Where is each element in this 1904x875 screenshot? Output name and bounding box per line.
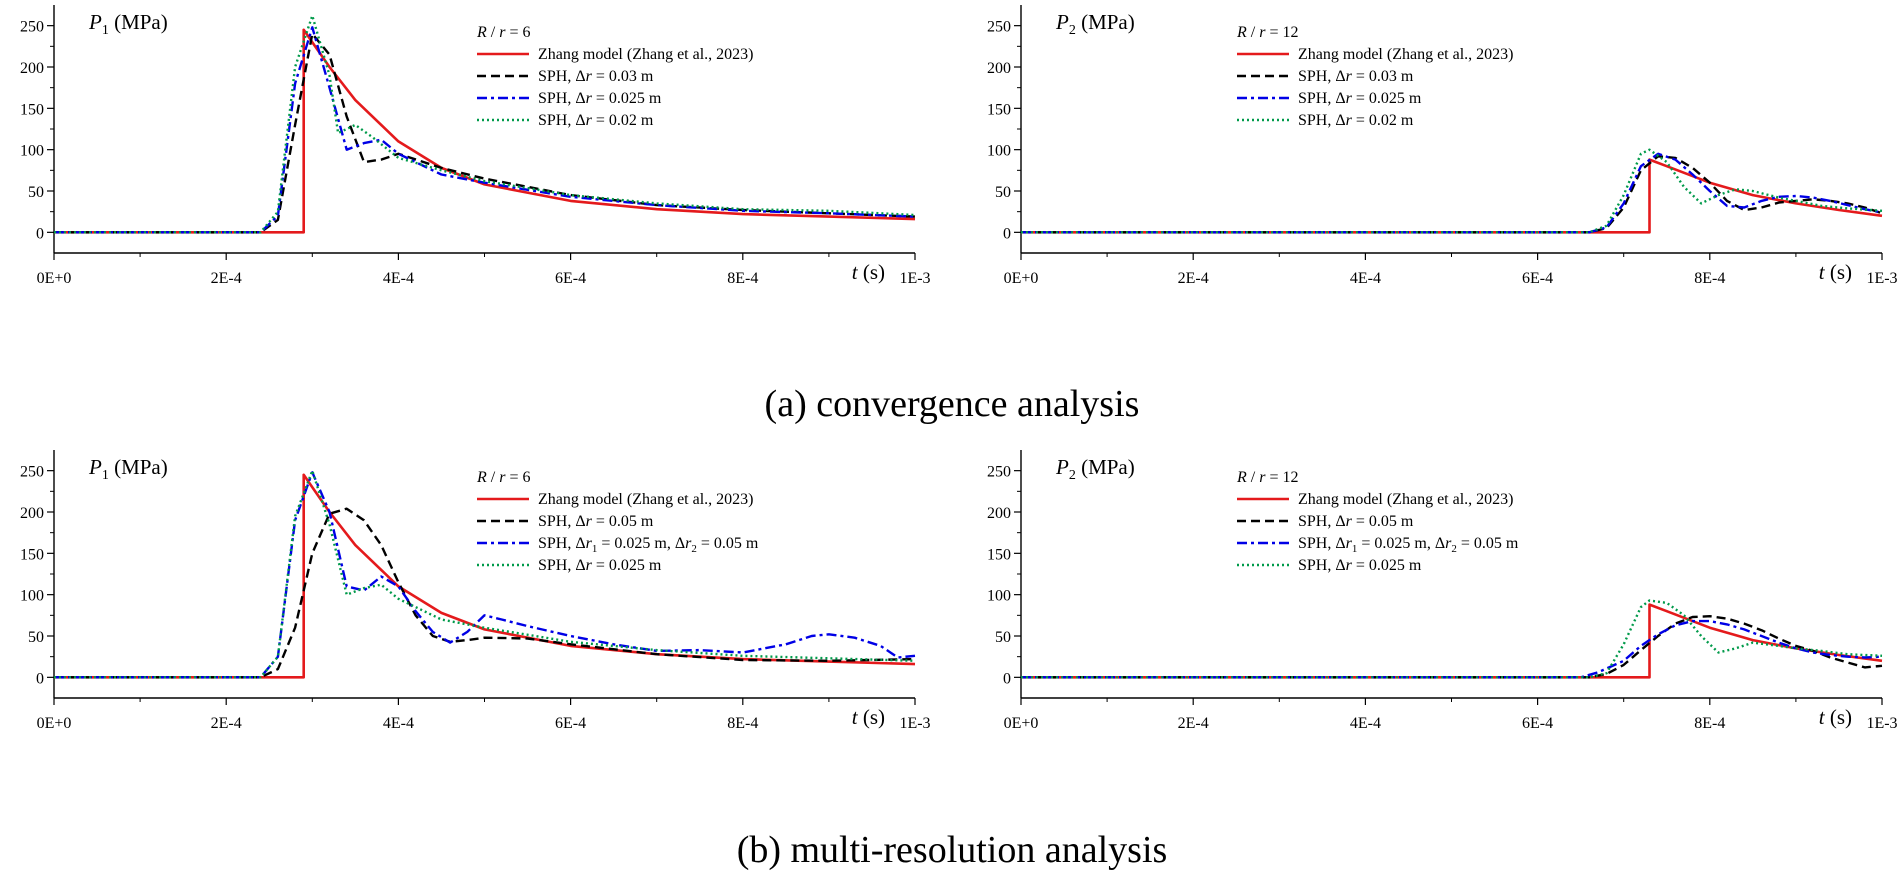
y-tick-label: 150 [987,101,1011,118]
panel-a-left: 0E+0 2E-4 4E-4 6E-4 8E-4 1E-3 0 50 100 150 200 250 P… [20,5,931,287]
legend-label-2: SPH, Δr1 = 0.025 m, Δr2 = 0.05 m [538,535,759,555]
x-tick-label: 8E-4 [1694,715,1725,732]
caption-a: (a) convergence analysis [765,383,1140,425]
y-tick-label: 200 [987,505,1011,522]
series-line-0 [54,28,916,234]
series-line-2 [54,471,916,679]
y-tick-label: 150 [987,546,1011,563]
legend-title: R / r = 6 [476,469,531,486]
x-tick-label: 1E-3 [1866,270,1897,287]
legend-label-2: SPH, Δr = 0.025 m [1298,90,1422,107]
y-axis-label: P2 (MPa) [1055,455,1135,483]
x-tick-label: 1E-3 [1866,715,1897,732]
y-tick-label: 250 [987,19,1011,36]
series-line-0 [1021,603,1883,679]
legend-title: R / r = 12 [1236,24,1299,41]
x-tick-label: 4E-4 [1350,270,1381,287]
y-tick-label: 150 [20,101,44,118]
legend-label-2: SPH, Δr = 0.025 m [538,90,662,107]
x-axis-label: t (s) [1819,705,1852,729]
legend-label-0: Zhang model (Zhang et al., 2023) [1298,46,1514,63]
y-tick-label: 100 [987,588,1011,605]
legend-label-1: SPH, Δr = 0.03 m [538,68,654,85]
legend-title: R / r = 12 [1236,469,1299,486]
y-tick-label: 100 [20,588,44,605]
y-axis-label: P2 (MPa) [1055,10,1135,38]
y-tick-label: 0 [1003,225,1011,242]
x-tick-label: 2E-4 [211,270,242,287]
y-tick-label: 0 [1003,670,1011,687]
x-tick-label: 8E-4 [727,270,758,287]
y-tick-label: 250 [20,19,44,36]
legend-label-1: SPH, Δr = 0.03 m [1298,68,1414,85]
series-line-0 [1021,158,1883,234]
x-tick-label: 4E-4 [383,715,414,732]
y-tick-label: 250 [20,464,44,481]
y-axis-label: P1 (MPa) [88,10,168,38]
legend-label-0: Zhang model (Zhang et al., 2023) [538,46,754,63]
y-tick-label: 0 [36,225,44,242]
legend-label-1: SPH, Δr = 0.05 m [538,513,654,530]
y-tick-label: 100 [20,143,44,160]
series-line-1 [54,507,916,679]
x-tick-label: 8E-4 [1694,270,1725,287]
x-tick-label: 6E-4 [1522,270,1553,287]
caption-b: (b) multi-resolution analysis [737,829,1168,871]
y-tick-label: 50 [28,184,44,201]
series-line-1 [1021,155,1883,234]
legend-label-0: Zhang model (Zhang et al., 2023) [1298,491,1514,508]
legend-label-2: SPH, Δr1 = 0.025 m, Δr2 = 0.05 m [1298,535,1519,555]
x-tick-label: 8E-4 [727,715,758,732]
x-axis-label: t (s) [1819,260,1852,284]
x-tick-label: 0E+0 [37,270,72,287]
x-tick-label: 0E+0 [1004,270,1039,287]
series-line-3 [1021,148,1883,234]
series-line-1 [54,32,916,234]
legend-label-0: Zhang model (Zhang et al., 2023) [538,491,754,508]
x-tick-label: 0E+0 [1004,715,1039,732]
legend-label-3: SPH, Δr = 0.025 m [538,557,662,574]
y-tick-label: 100 [987,143,1011,160]
series-line-3 [54,14,916,234]
panel-a-right: 0E+0 2E-4 4E-4 6E-4 8E-4 1E-3 0 50 100 150 200 250 P… [987,5,1898,287]
x-tick-label: 6E-4 [1522,715,1553,732]
y-tick-label: 200 [20,60,44,77]
series-line-0 [54,473,916,679]
y-tick-label: 150 [20,546,44,563]
legend-title: R / r = 6 [476,24,531,41]
x-tick-label: 0E+0 [37,715,72,732]
series-line-2 [1021,152,1883,234]
y-tick-label: 50 [995,184,1011,201]
panel-b-left: 0E+0 2E-4 4E-4 6E-4 8E-4 1E-3 0 50 100 150 200 250 P… [20,450,931,732]
y-tick-label: 0 [36,670,44,687]
x-tick-label: 1E-3 [899,270,930,287]
series-line-2 [1021,619,1883,679]
x-axis-label: t (s) [852,705,885,729]
legend-label-3: SPH, Δr = 0.02 m [1298,112,1414,129]
x-tick-label: 2E-4 [211,715,242,732]
y-tick-label: 50 [28,629,44,646]
panel-b-right: 0E+0 2E-4 4E-4 6E-4 8E-4 1E-3 0 50 100 150 200 250 P… [987,450,1898,732]
x-tick-label: 2E-4 [1178,715,1209,732]
series-line-2 [54,26,916,234]
y-axis-label: P1 (MPa) [88,455,168,483]
series-line-1 [1021,615,1883,679]
x-tick-label: 6E-4 [555,715,586,732]
y-tick-label: 200 [20,505,44,522]
y-tick-label: 200 [987,60,1011,77]
x-axis-label: t (s) [852,260,885,284]
y-tick-label: 50 [995,629,1011,646]
legend-label-3: SPH, Δr = 0.02 m [538,112,654,129]
x-tick-label: 4E-4 [383,270,414,287]
x-tick-label: 2E-4 [1178,270,1209,287]
series-line-3 [54,469,916,679]
y-tick-label: 250 [987,464,1011,481]
x-tick-label: 6E-4 [555,270,586,287]
legend-label-1: SPH, Δr = 0.05 m [1298,513,1414,530]
x-tick-label: 1E-3 [899,715,930,732]
x-tick-label: 4E-4 [1350,715,1381,732]
legend-label-3: SPH, Δr = 0.025 m [1298,557,1422,574]
